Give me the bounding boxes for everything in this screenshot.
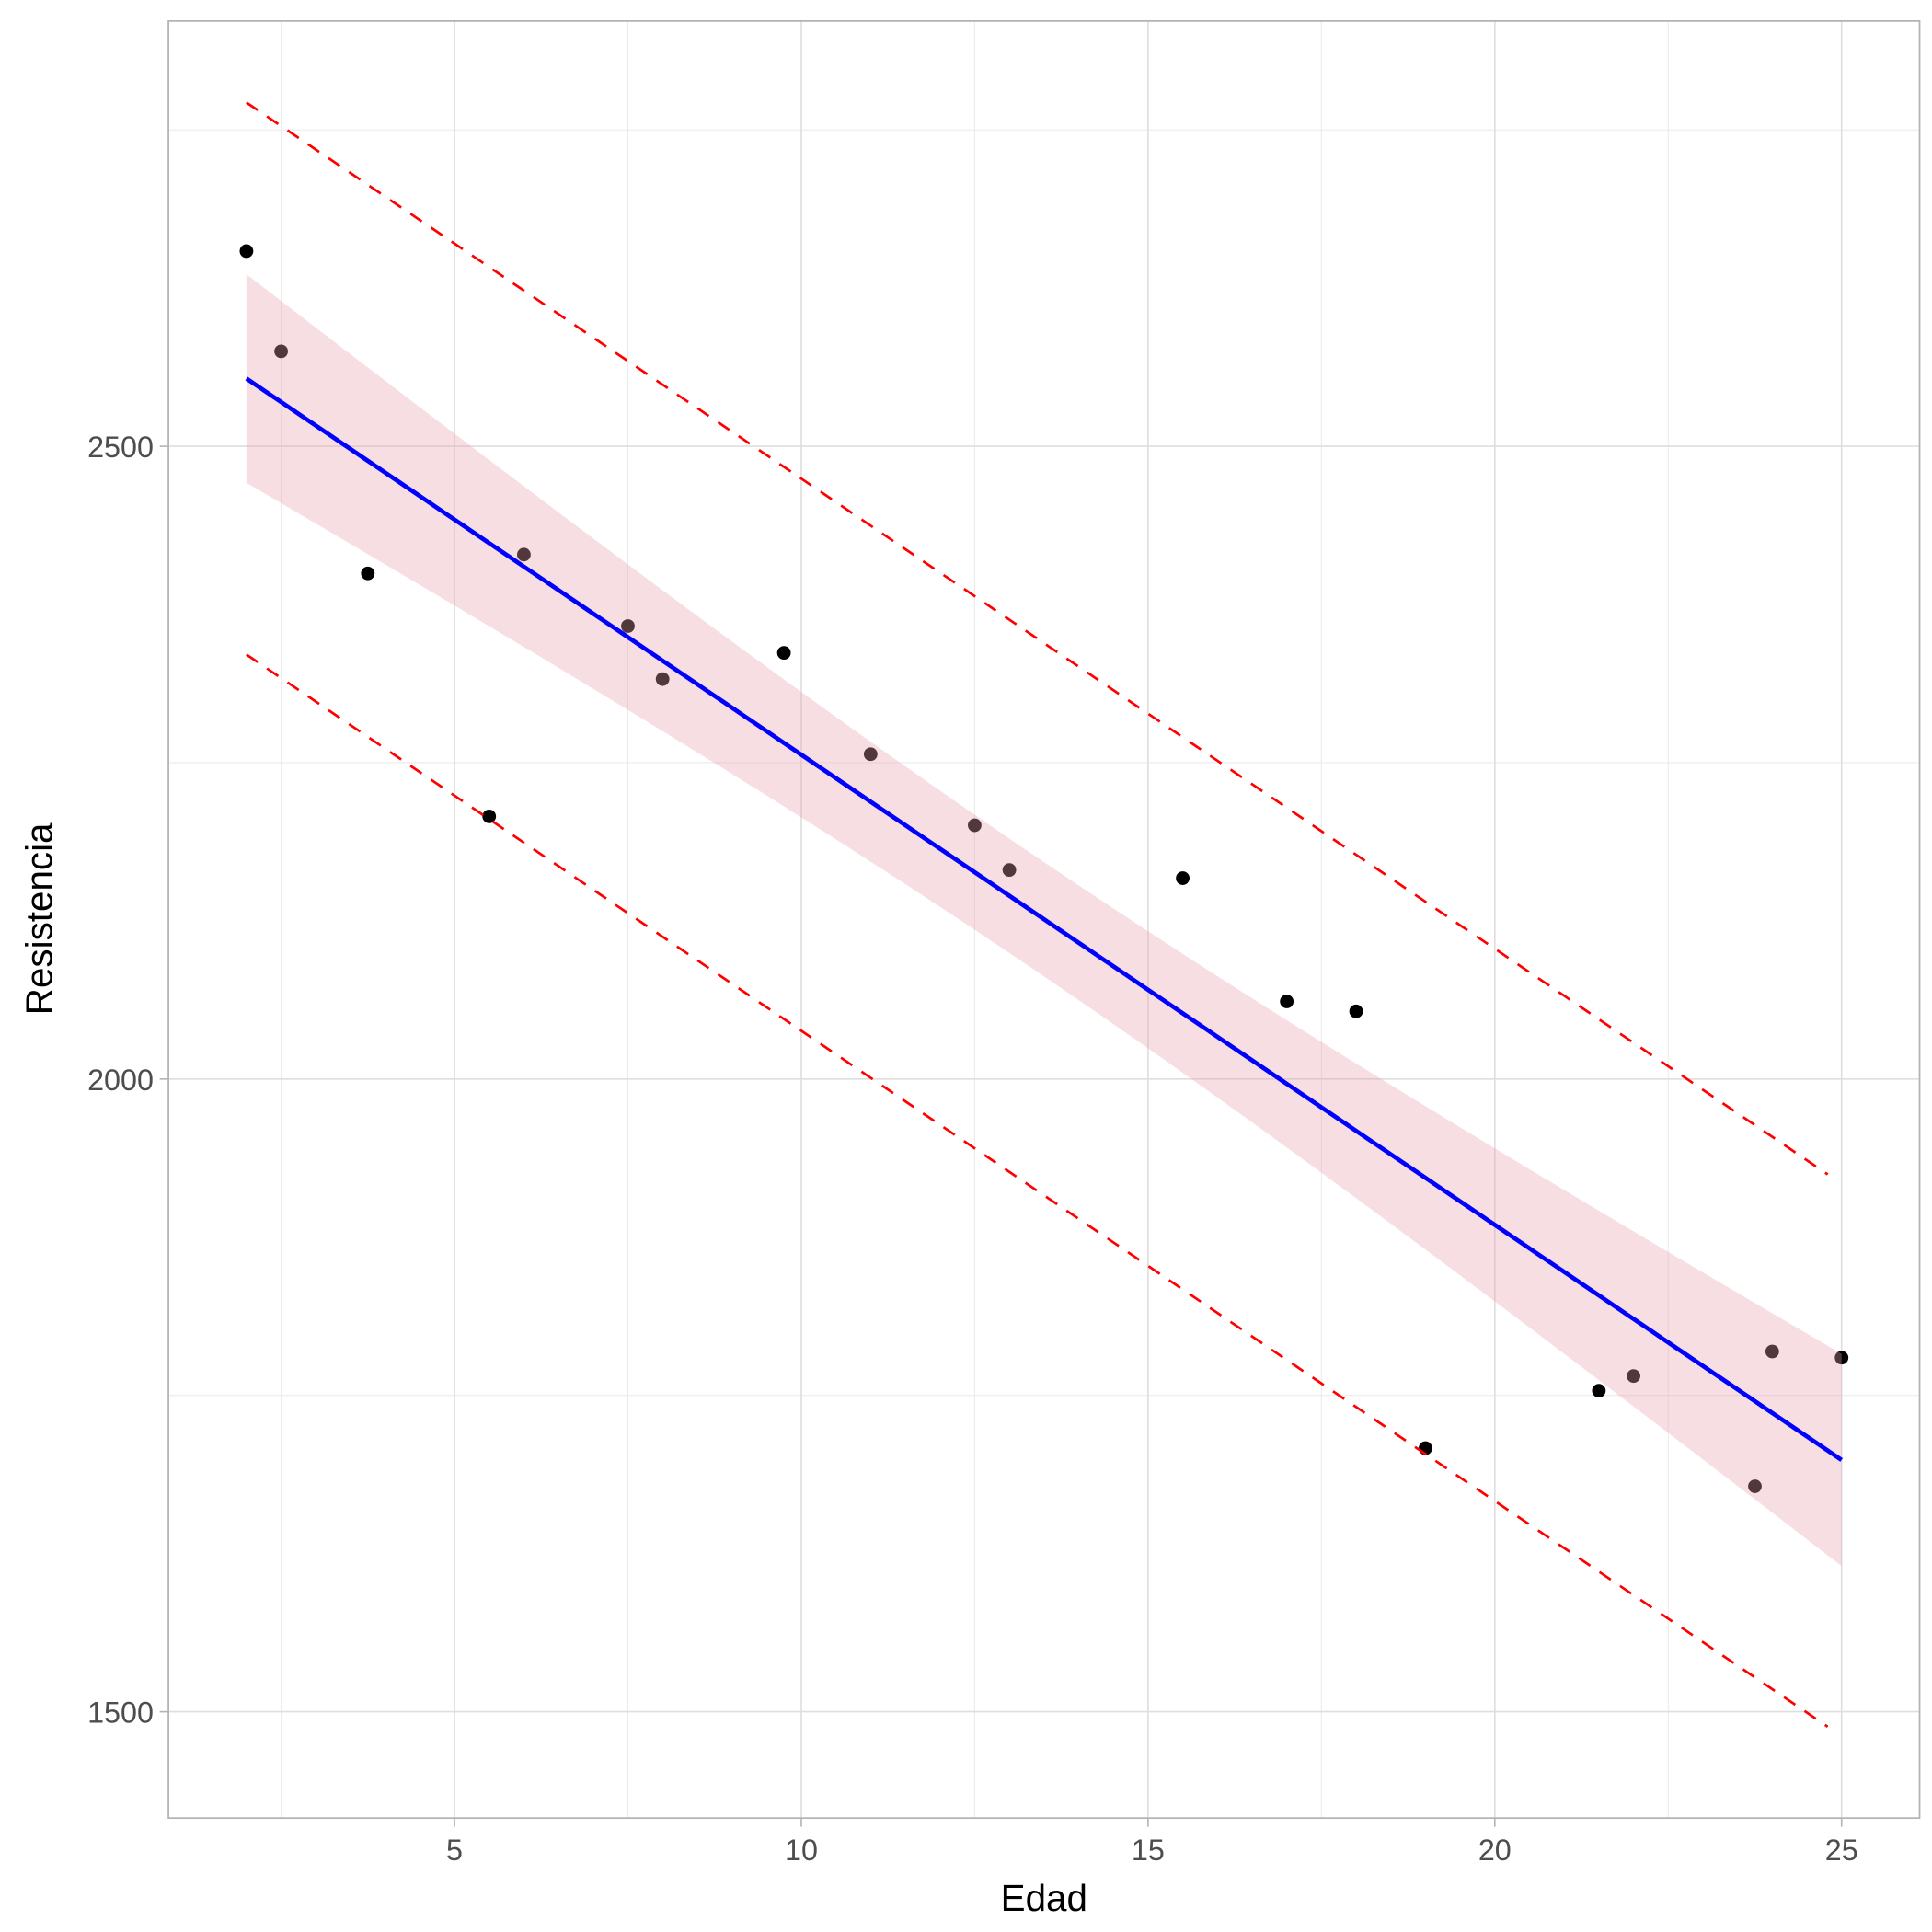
upper-prediction-line [246,101,1829,1176]
y-tick-label: 1500 [87,1696,154,1730]
y-tick-label: 2500 [87,431,154,464]
data-point [1349,1004,1363,1018]
data-point [1834,1351,1849,1365]
data-point [655,672,670,686]
x-tick-label: 15 [1132,1834,1165,1867]
ticks: 5 10 15 20 25 1500 2000 2500 [87,431,1858,1867]
x-tick-label: 20 [1478,1834,1512,1867]
data-point [274,344,288,359]
data-point [1176,871,1190,885]
data-point [1627,1369,1640,1384]
y-tick-label: 2000 [87,1064,154,1097]
x-tick-label: 10 [785,1834,818,1867]
data-point [1592,1384,1606,1398]
data-point [361,566,375,581]
data-point [239,244,254,259]
x-tick-label: 25 [1825,1834,1858,1867]
regression-line [245,376,1844,1462]
lines [245,101,1844,1729]
x-axis-title: Edad [1001,1877,1087,1919]
x-tick-label: 5 [446,1834,463,1867]
data-point [1002,863,1017,878]
data-point [1280,995,1294,1008]
lower-prediction-line [246,653,1829,1729]
points [239,244,1849,1493]
data-point [621,619,635,633]
data-point [776,646,791,661]
data-point [1765,1344,1779,1359]
y-axis-title: Resistencia [18,822,61,1015]
data-point [968,818,982,833]
data-point [482,810,497,823]
data-point [517,547,531,562]
panel-border [167,20,1921,1820]
data-point [863,747,878,762]
data-point [1748,1479,1762,1493]
